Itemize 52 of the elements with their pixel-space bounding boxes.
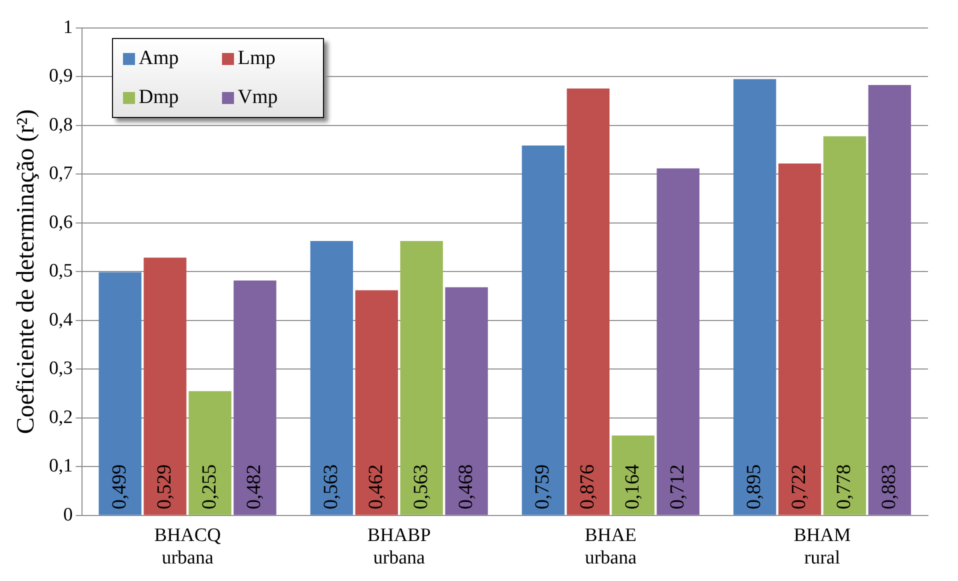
y-tick-label: 0,4 xyxy=(49,309,74,330)
bar xyxy=(98,272,142,515)
bar xyxy=(310,240,354,515)
y-tick-label: 0,3 xyxy=(49,358,73,380)
bar xyxy=(733,79,776,515)
data-label: 0,778 xyxy=(832,464,855,510)
data-label: 0,164 xyxy=(621,464,644,510)
data-label: 0,722 xyxy=(788,464,810,510)
bar xyxy=(778,163,822,515)
bar xyxy=(355,290,398,515)
y-tick-label: 0,2 xyxy=(49,406,73,428)
y-tick-label: 0,9 xyxy=(49,66,73,87)
y-tick-label: 0 xyxy=(63,504,73,526)
y-tick-label: 0,7 xyxy=(49,163,73,184)
data-label: 0,462 xyxy=(364,464,387,510)
y-tick-label: 0,6 xyxy=(49,212,73,233)
data-label: 0,482 xyxy=(243,464,266,510)
bar xyxy=(656,168,700,515)
bar xyxy=(522,145,565,515)
y-axis-title: Coeficiente de determinação (r²) xyxy=(12,109,40,434)
bar xyxy=(144,258,186,515)
data-label: 0,759 xyxy=(531,464,554,510)
bar xyxy=(868,85,912,515)
data-label: 0,883 xyxy=(878,464,900,510)
legend-label: Vmp xyxy=(238,86,278,109)
x-tick-label: BHABP urbana xyxy=(367,524,431,569)
y-tick-label: 0,1 xyxy=(49,456,73,477)
bar xyxy=(823,136,866,515)
data-label: 0,499 xyxy=(108,464,130,510)
legend-label: Dmp xyxy=(138,86,179,109)
data-label: 0,563 xyxy=(410,464,432,510)
data-label: 0,468 xyxy=(454,464,477,510)
data-label: 0,255 xyxy=(198,464,220,510)
data-label: 0,895 xyxy=(743,464,766,510)
bar xyxy=(400,240,443,515)
y-tick-label: 1 xyxy=(63,16,73,38)
data-label: 0,563 xyxy=(320,464,342,510)
data-label: 0,876 xyxy=(576,464,598,510)
legend-label: Lmp xyxy=(238,47,276,70)
bar xyxy=(612,435,654,515)
x-tick-label: BHAE urbana xyxy=(584,524,638,569)
bar xyxy=(188,391,232,515)
legend-label: Amp xyxy=(138,47,179,70)
bar xyxy=(566,88,610,515)
bar xyxy=(234,280,276,515)
data-label: 0,712 xyxy=(666,464,688,510)
y-tick-label: 0,8 xyxy=(49,114,73,136)
data-label: 0,529 xyxy=(153,464,176,510)
x-tick-label: BHACQ urbana xyxy=(154,524,222,569)
y-tick-label: 0,5 xyxy=(49,260,73,282)
bar xyxy=(445,287,488,515)
x-tick-label: BHAM rural xyxy=(794,524,851,569)
